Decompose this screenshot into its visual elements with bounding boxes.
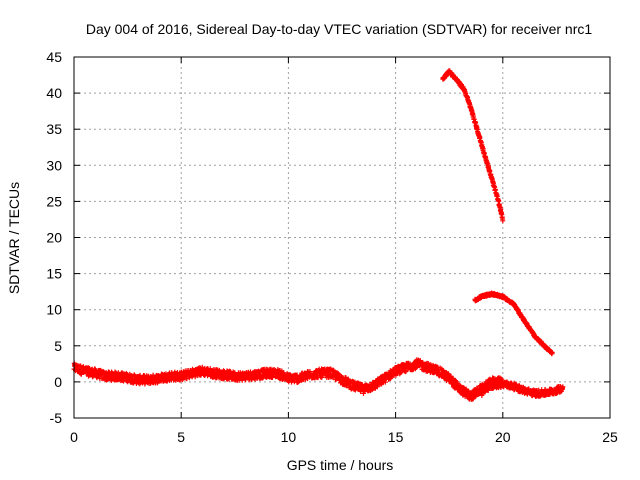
data-point	[500, 218, 506, 224]
x-tick-label: 0	[70, 429, 78, 445]
y-tick-label: 25	[46, 193, 62, 209]
y-tick-label: 5	[54, 338, 62, 354]
data-point	[382, 379, 388, 385]
y-axis-label: SDTVAR / TECUs	[6, 182, 22, 294]
x-tick-label: 10	[281, 429, 297, 445]
x-tick-label: 25	[602, 429, 618, 445]
chart-title: Day 004 of 2016, Sidereal Day-to-day VTE…	[86, 21, 592, 37]
data-point	[560, 384, 566, 390]
series-late-middle-decline	[472, 290, 555, 357]
x-tick-label: 5	[177, 429, 185, 445]
data-point	[398, 369, 404, 375]
series-main-band	[71, 357, 506, 402]
y-tick-label: 35	[46, 121, 62, 137]
series-late-lower-band	[478, 379, 566, 400]
ticks: 0 5 10 15 20 25 -5 0 5 10 15 20 25 30 35 40 45	[46, 49, 618, 445]
series-late-upper-decline	[440, 68, 506, 224]
y-tick-label: 30	[46, 157, 62, 173]
y-tick-label: 0	[54, 374, 62, 390]
data-point	[549, 349, 555, 355]
y-tick-label: 45	[46, 49, 62, 65]
x-axis-label: GPS time / hours	[287, 457, 394, 473]
y-tick-label: 10	[46, 302, 62, 318]
data-point	[184, 376, 190, 382]
x-tick-label: 20	[495, 429, 511, 445]
y-tick-label: -5	[50, 410, 63, 426]
data-points	[71, 68, 566, 402]
y-tick-label: 15	[46, 266, 62, 282]
y-tick-label: 20	[46, 230, 62, 246]
y-tick-label: 40	[46, 85, 62, 101]
grid	[74, 57, 610, 418]
x-tick-label: 15	[388, 429, 404, 445]
